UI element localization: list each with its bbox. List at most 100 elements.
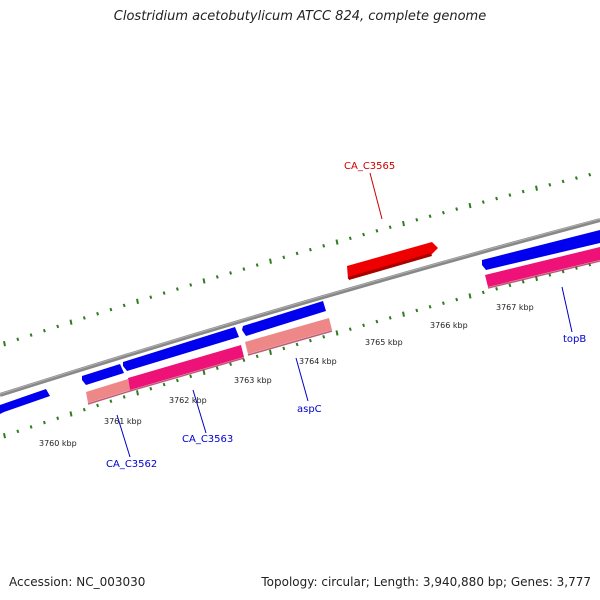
scale-tick	[96, 311, 100, 316]
scale-tick	[455, 207, 459, 211]
feature-pink-aspc[interactable]	[245, 318, 332, 354]
scale-tick	[175, 378, 179, 383]
scale-tick	[508, 193, 512, 197]
scale-tick	[588, 172, 592, 177]
scale-tick	[335, 330, 339, 336]
scale-tick	[348, 327, 352, 331]
scale-tick	[255, 263, 259, 267]
gene-label-topb: topB	[563, 334, 586, 345]
scale-tick	[415, 218, 419, 222]
scale-tick	[82, 316, 86, 320]
scale-tick	[415, 308, 419, 313]
gene-label-ca-c3562: CA_C3562	[106, 459, 157, 470]
scale-tick	[109, 399, 113, 404]
leader-topb	[561, 286, 573, 333]
inner-tick-track	[3, 262, 592, 439]
feature-pink-ca-c3562[interactable]	[86, 379, 130, 403]
scale-tick	[282, 255, 286, 260]
kbp-label: 3760 kbp	[39, 439, 77, 448]
scale-tick	[441, 301, 445, 305]
kbp-label: 3763 kbp	[234, 376, 272, 385]
scale-tick	[69, 319, 73, 325]
scale-tick	[508, 283, 512, 288]
scale-tick	[162, 291, 166, 295]
scale-tick	[481, 290, 485, 295]
gene-label-ca-c3565: CA_C3565	[344, 161, 395, 172]
scale-tick	[56, 324, 60, 329]
scale-tick	[16, 429, 20, 434]
feature-ca-c3565[interactable]	[347, 242, 438, 279]
scale-tick	[561, 179, 565, 184]
scale-tick	[29, 425, 33, 429]
kbp-label: 3764 kbp	[299, 357, 337, 366]
scale-tick	[215, 275, 219, 279]
scale-tick	[269, 349, 272, 356]
scale-tick	[202, 369, 206, 375]
kbp-label: 3767 kbp	[496, 303, 534, 312]
outer-tick-track	[3, 172, 592, 347]
scale-tick	[42, 328, 46, 333]
scale-tick	[229, 271, 233, 275]
feature-ca-c3565-shadow	[348, 253, 432, 280]
scale-tick	[495, 287, 499, 291]
scale-tick	[122, 395, 126, 399]
scale-tick	[308, 247, 312, 252]
scale-tick	[3, 432, 6, 439]
scale-tick	[3, 340, 6, 347]
scale-tick	[335, 239, 339, 245]
scale-tick	[455, 297, 459, 302]
leader-ca-c3563	[192, 389, 207, 434]
scale-tick	[468, 293, 472, 299]
scale-tick	[402, 311, 405, 317]
feature-blue-left[interactable]	[0, 389, 50, 414]
scale-tick	[122, 303, 126, 308]
leader-ca-c3565	[369, 172, 383, 220]
scale-tick	[282, 346, 286, 351]
scale-tick	[322, 244, 326, 248]
scale-tick	[402, 220, 405, 227]
genome-summary-text: Topology: circular; Length: 3,940,880 bp…	[261, 575, 591, 589]
scale-tick	[574, 176, 578, 180]
scale-tick	[162, 382, 166, 387]
kbp-label: 3761 kbp	[104, 417, 142, 426]
kbp-label: 3762 kbp	[169, 396, 207, 405]
gene-label-ca-c3563: CA_C3563	[182, 434, 233, 445]
scale-tick	[56, 416, 60, 421]
scale-tick	[295, 251, 299, 256]
feature-blue-topb[interactable]	[482, 230, 600, 270]
gene-label-aspc: aspC	[297, 404, 322, 415]
scale-tick	[535, 185, 538, 191]
scale-tick	[521, 280, 525, 284]
scale-tick	[495, 196, 499, 201]
scale-tick	[242, 267, 246, 271]
leader-ca-c3562	[116, 414, 131, 458]
scale-tick	[202, 278, 206, 284]
scale-tick	[42, 420, 46, 425]
kbp-label: 3765 kbp	[365, 338, 403, 347]
scale-tick	[441, 210, 445, 215]
scale-tick	[242, 358, 246, 363]
genome-backbone	[0, 218, 600, 397]
scale-tick	[388, 316, 392, 320]
feature-magenta-topb[interactable]	[485, 247, 600, 287]
scale-tick	[269, 258, 272, 264]
kbp-label: 3766 kbp	[430, 321, 468, 330]
feature-blue-3[interactable]	[123, 327, 239, 371]
scale-tick	[136, 298, 139, 304]
scale-tick	[136, 390, 139, 396]
scale-tick	[295, 342, 299, 347]
scale-tick	[16, 337, 20, 342]
scale-tick	[375, 229, 379, 233]
genome-backbone-highlight	[0, 218, 600, 395]
map-title: Clostridium acetobutylicum ATCC 824, com…	[113, 9, 487, 24]
feature-blue-2[interactable]	[82, 364, 124, 385]
feature-magenta-ca-c3563[interactable]	[128, 345, 244, 390]
scale-tick	[96, 403, 100, 408]
feature-blue-4[interactable]	[242, 301, 326, 336]
scale-tick	[229, 362, 233, 367]
scale-tick	[189, 374, 193, 379]
scale-tick	[149, 295, 153, 299]
scale-tick	[215, 366, 219, 371]
